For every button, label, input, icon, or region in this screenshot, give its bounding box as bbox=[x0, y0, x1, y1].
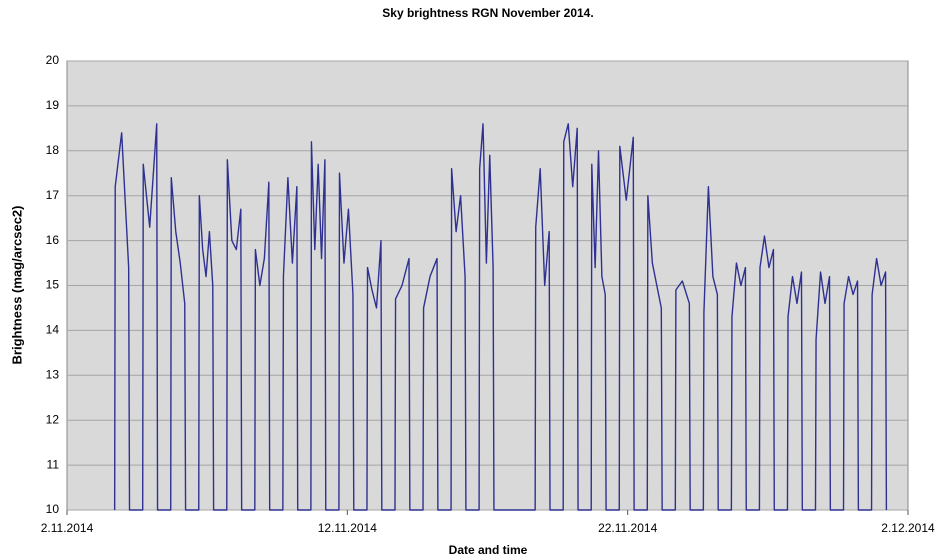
brightness-line bbox=[113, 123, 888, 511]
y-tick-label: 10 bbox=[46, 502, 60, 516]
x-axis-label: Date and time bbox=[449, 543, 528, 557]
y-tick-label: 15 bbox=[46, 278, 60, 292]
x-tick-label: 2.12.2014 bbox=[881, 521, 935, 535]
x-tick-label: 22.11.2014 bbox=[598, 521, 657, 535]
y-tick-label: 13 bbox=[46, 367, 60, 381]
y-tick-label: 18 bbox=[46, 143, 60, 157]
y-tick-label: 11 bbox=[47, 457, 60, 471]
x-tick-label: 12.11.2014 bbox=[318, 521, 377, 535]
chart-title: Sky brightness RGN November 2014. bbox=[382, 6, 593, 20]
x-tick-label: 2.11.2014 bbox=[41, 521, 94, 535]
y-tick-label: 16 bbox=[46, 233, 60, 247]
y-axis-label: Brightness (mag/arcsec2) bbox=[9, 206, 24, 365]
y-tick-label: 19 bbox=[46, 98, 60, 112]
y-tick-label: 20 bbox=[46, 53, 60, 67]
y-tick-label: 12 bbox=[46, 412, 60, 426]
y-tick-label: 14 bbox=[46, 323, 60, 337]
y-tick-label: 17 bbox=[46, 188, 60, 202]
